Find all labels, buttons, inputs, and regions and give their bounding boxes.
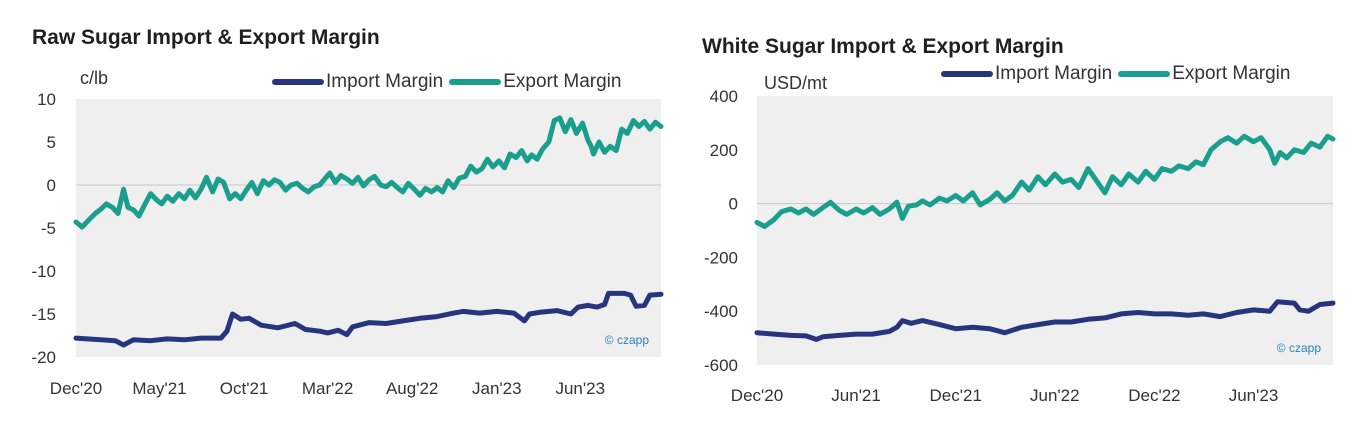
x-tick-label: Jun'23 <box>1229 386 1279 405</box>
series-line-export-margin <box>73 115 664 230</box>
raw-sugar-chart: 10 5 0 -5 -10 -15 -20 Dec'20 May'21 Oct'21 Mar'22 A… <box>31 90 664 398</box>
x-tick-label: Oct'21 <box>220 379 269 398</box>
legend-label-import: Import Margin <box>326 71 444 92</box>
y-tick-label: -10 <box>31 262 56 281</box>
series-line-import-margin <box>754 299 1336 342</box>
legend-swatch-import <box>941 71 993 77</box>
y-tick-label: -5 <box>41 219 56 238</box>
y-tick-label: -400 <box>704 302 738 321</box>
y-tick-label: 5 <box>47 133 56 152</box>
x-tick-label: Dec'20 <box>50 379 102 398</box>
legend-label-export: Export Margin <box>503 71 622 92</box>
legend-label-import: Import Margin <box>995 63 1113 84</box>
legend-item-export: Export Margin <box>449 71 621 93</box>
chart-title: White Sugar Import & Export Margin <box>702 35 1064 58</box>
y-tick-label: -600 <box>704 356 738 375</box>
plot-area <box>76 99 661 357</box>
series-line-import-margin <box>73 290 664 348</box>
x-tick-label: Dec'22 <box>1128 386 1180 405</box>
x-tick-label: Dec'21 <box>930 386 982 405</box>
x-tick-label: Jun'21 <box>831 386 881 405</box>
czapp-credit: © czapp <box>605 333 650 347</box>
czapp-credit: © czapp <box>1277 341 1322 355</box>
x-tick-label: Jun'23 <box>555 379 605 398</box>
y-tick-label: 0 <box>729 195 738 214</box>
y-tick-label: 0 <box>47 176 56 195</box>
x-tick-label: Mar'22 <box>302 379 353 398</box>
y-axis-unit: c/lb <box>80 68 109 88</box>
x-tick-label: Dec'20 <box>731 386 783 405</box>
legend-item-import: Import Margin <box>941 63 1112 85</box>
y-tick-label: -200 <box>704 248 738 267</box>
x-tick-label: Jan'23 <box>472 379 522 398</box>
y-axis-unit: USD/mt <box>764 73 827 93</box>
legend-item-import: Import Margin <box>272 71 443 93</box>
y-tick-label: -20 <box>31 348 56 367</box>
x-tick-label: Aug'22 <box>386 379 438 398</box>
legend-swatch-export <box>449 79 502 85</box>
legend-item-export: Export Margin <box>1118 63 1290 85</box>
legend-swatch-import <box>272 79 324 85</box>
y-tick-label: 400 <box>710 87 738 106</box>
white-sugar-panel: White Sugar Import & Export Margin USD/m… <box>683 0 1366 436</box>
chart-title: Raw Sugar Import & Export Margin <box>32 26 380 49</box>
raw-sugar-panel: Raw Sugar Import & Export Margin c/lb Im… <box>31 26 664 398</box>
x-tick-label: May'21 <box>132 379 186 398</box>
white-sugar-chart: 400 200 0 -200 -400 -600 Dec'20 Jun'21 Dec'21 Jun… <box>704 87 1336 405</box>
y-tick-label: 10 <box>37 90 56 109</box>
chart-legend: Import Margin Export Margin <box>272 71 627 93</box>
y-tick-label: -15 <box>31 305 56 324</box>
chart-legend: Import Margin Export Margin <box>941 63 1296 85</box>
legend-swatch-export <box>1118 71 1171 77</box>
x-tick-label: Jun'22 <box>1030 386 1080 405</box>
series-line-export-margin <box>754 133 1336 229</box>
y-tick-label: 200 <box>710 141 738 160</box>
legend-label-export: Export Margin <box>1172 63 1291 84</box>
